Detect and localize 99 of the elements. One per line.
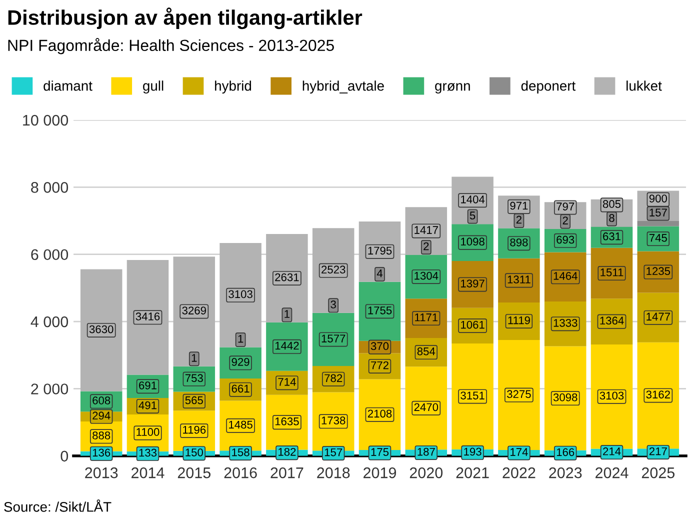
data-label: 888 xyxy=(92,432,110,440)
y-tick-label: 8 000 xyxy=(31,182,68,193)
data-label: 3275 xyxy=(507,390,531,398)
data-label: 971 xyxy=(510,202,528,210)
data-label: 2 xyxy=(516,216,522,224)
data-label: 1 xyxy=(192,354,197,362)
data-label: 1100 xyxy=(136,428,160,436)
x-tick-label: 2016 xyxy=(224,467,257,478)
data-label: 3630 xyxy=(89,325,114,334)
data-label: 1738 xyxy=(322,416,346,424)
legend-label: gull xyxy=(143,80,164,94)
data-label: 1464 xyxy=(554,272,578,280)
data-label: 1098 xyxy=(461,238,484,246)
data-label: 187 xyxy=(418,448,435,456)
data-label: 772 xyxy=(371,361,388,370)
data-label: 608 xyxy=(92,396,110,404)
chart-subtitle: NPI Fagområde: Health Sciences - 2013-2025 xyxy=(8,38,334,54)
x-tick-label: 2020 xyxy=(410,467,443,478)
data-label: 1119 xyxy=(508,316,530,324)
data-label: 3162 xyxy=(646,390,670,398)
data-label: 1235 xyxy=(646,267,670,276)
data-label: 1333 xyxy=(554,318,578,327)
data-label: 3416 xyxy=(136,312,160,320)
y-tick-label: 2 000 xyxy=(31,384,68,394)
data-label: 3 xyxy=(330,300,336,308)
data-label: 157 xyxy=(650,208,667,216)
data-label: 693 xyxy=(556,236,574,244)
data-label: 1 xyxy=(284,310,290,318)
data-label: 898 xyxy=(510,238,528,246)
x-tick-label: 2025 xyxy=(642,467,675,478)
legend-label: lukket xyxy=(626,80,662,91)
data-label: 3151 xyxy=(460,392,484,400)
data-label: 1417 xyxy=(414,226,438,234)
y-tick-label: 6 000 xyxy=(31,249,68,260)
x-tick-label: 2024 xyxy=(596,467,628,478)
data-label: 2 xyxy=(424,242,429,250)
data-label: 1397 xyxy=(461,280,484,288)
y-tick-label: 4 000 xyxy=(30,316,68,328)
y-tick-label: 10 000 xyxy=(23,114,68,126)
data-label: 2 xyxy=(562,216,568,224)
data-label: 1311 xyxy=(508,276,530,284)
x-tick-label: 2014 xyxy=(132,467,164,478)
source-note: Source: /Sikt/LÅT xyxy=(4,500,112,512)
x-tick-label: 2015 xyxy=(178,467,210,478)
legend-label: hybrid xyxy=(215,80,252,94)
data-label: 2523 xyxy=(322,266,346,274)
x-tick-label: 2021 xyxy=(456,467,489,478)
x-tick-label: 2013 xyxy=(85,467,118,478)
data-label: 2108 xyxy=(368,410,392,418)
x-tick-label: 2019 xyxy=(364,467,396,478)
data-label: 797 xyxy=(556,202,574,210)
data-label: 1364 xyxy=(600,316,624,325)
data-label: 3103 xyxy=(600,392,624,400)
y-tick-label: 0 xyxy=(60,450,68,462)
data-label: 2470 xyxy=(414,403,438,412)
chart-title: Distribusjon av åpen tilgang-artikler xyxy=(8,8,362,30)
data-label: 1511 xyxy=(600,268,624,276)
data-label: 929 xyxy=(232,358,250,366)
data-label: 1755 xyxy=(368,306,392,314)
data-label: 1485 xyxy=(229,420,252,429)
data-label: 661 xyxy=(232,384,250,393)
data-label: 631 xyxy=(603,232,620,240)
data-label: 691 xyxy=(139,381,156,390)
data-label: 3098 xyxy=(553,393,578,402)
data-label: 1 xyxy=(238,334,244,343)
data-label: 753 xyxy=(185,374,203,382)
data-label: 1304 xyxy=(414,272,438,280)
data-label: 1404 xyxy=(461,195,485,204)
data-label: 1171 xyxy=(415,314,438,322)
x-tick-label: 2023 xyxy=(549,467,582,478)
x-tick-label: 2017 xyxy=(270,467,304,478)
data-label: 1442 xyxy=(275,342,299,350)
data-label: 565 xyxy=(185,396,203,404)
legend-label: grønn xyxy=(435,83,470,94)
legend-label: hybrid_avtale xyxy=(302,80,384,94)
data-label: 1061 xyxy=(461,320,484,329)
data-label: 805 xyxy=(602,200,621,208)
data-label: 370 xyxy=(370,342,389,350)
data-label: 1795 xyxy=(368,246,392,255)
data-label: 1635 xyxy=(275,417,299,426)
data-label: 900 xyxy=(649,194,667,202)
data-label: 1577 xyxy=(322,334,346,342)
data-label: 1477 xyxy=(646,312,670,320)
legend-label: diamant xyxy=(44,80,92,91)
legend-label: deponert xyxy=(521,80,576,94)
data-label: 5 xyxy=(470,212,476,220)
data-label: 745 xyxy=(649,234,667,242)
data-label: 2631 xyxy=(275,273,299,282)
data-label: 3269 xyxy=(182,306,206,314)
x-tick-label: 2022 xyxy=(502,467,536,478)
data-label: 8 xyxy=(609,214,614,222)
data-label: 3103 xyxy=(228,290,252,298)
data-label: 491 xyxy=(138,401,156,410)
data-label: 782 xyxy=(324,374,342,382)
data-label: 4 xyxy=(376,269,383,278)
x-tick-label: 2018 xyxy=(317,467,350,478)
data-label: 714 xyxy=(278,378,296,386)
data-label: 1196 xyxy=(183,426,206,434)
data-label: 854 xyxy=(417,347,436,356)
